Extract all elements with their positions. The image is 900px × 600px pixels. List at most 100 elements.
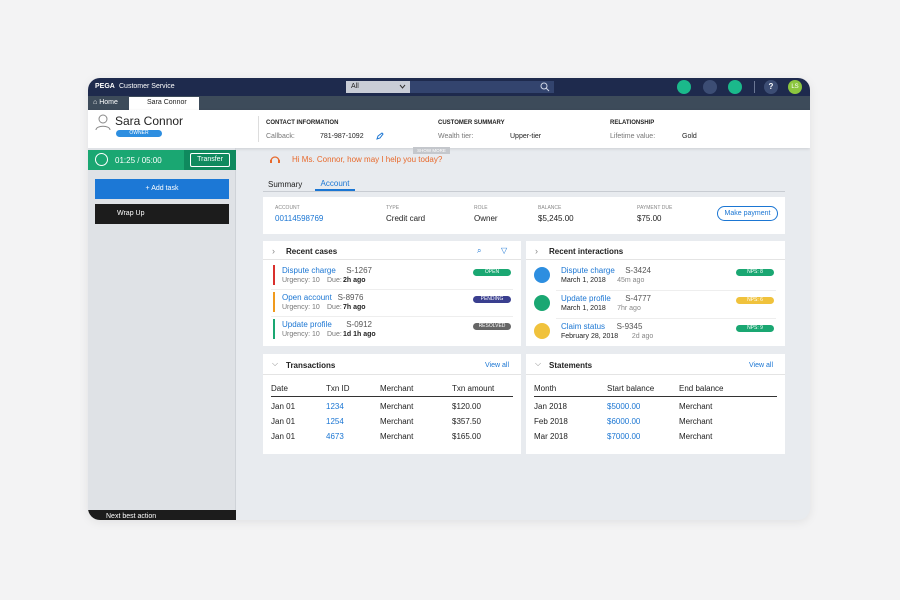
interaction-date: February 28, 2018 xyxy=(561,333,619,340)
due-value: 1d 1h ago xyxy=(343,331,376,338)
next-best-action[interactable]: Next best action xyxy=(88,510,236,520)
status-pill: OPEN xyxy=(473,269,511,276)
call-bar xyxy=(88,150,184,170)
cell: $165.00 xyxy=(452,432,481,441)
edit-icon[interactable] xyxy=(376,132,384,140)
case-urgency: Urgency: 10 xyxy=(282,304,320,311)
add-task-button[interactable]: + Add task xyxy=(95,179,229,199)
subtab[interactable]: Summary xyxy=(268,180,303,189)
due-value: 7h ago xyxy=(343,304,366,311)
transactions-card: ⌵ Transactions View all Date Txn ID Merchant T… xyxy=(263,354,521,454)
brand: PEGA xyxy=(95,83,115,90)
due-label: Due: xyxy=(327,331,342,338)
due-label: Due: xyxy=(327,304,342,311)
header xyxy=(88,110,810,148)
case-accent xyxy=(273,319,275,339)
tab-home[interactable]: ⌂ Home xyxy=(93,99,118,106)
icon-apps[interactable] xyxy=(677,80,691,94)
show-more[interactable]: SHOW MORE xyxy=(413,147,450,154)
column-header: Date xyxy=(271,384,288,393)
transfer-button[interactable]: Transfer xyxy=(190,153,230,167)
cell[interactable]: 1254 xyxy=(326,417,344,426)
section-title: CUSTOMER SUMMARY xyxy=(438,120,505,126)
subtab-active[interactable]: Account xyxy=(315,179,355,191)
case-name[interactable]: Update profile xyxy=(282,320,332,329)
field-label: ROLE xyxy=(474,205,488,211)
cell: Merchant xyxy=(679,402,713,411)
account-card: ACCOUNT 00114598769 TYPE Credit card ROLE Own… xyxy=(263,197,785,234)
case-name[interactable]: Open account xyxy=(282,293,332,302)
cell[interactable]: $6000.00 xyxy=(607,417,641,426)
field-label: TYPE xyxy=(386,205,400,211)
case-accent xyxy=(273,265,275,285)
icon-phone[interactable] xyxy=(728,80,742,94)
button-label: Add task xyxy=(151,185,179,192)
status-pill: PENDING xyxy=(473,296,511,303)
case-name[interactable]: Dispute charge xyxy=(282,266,336,275)
view-all[interactable]: View all xyxy=(749,362,773,369)
search-scope[interactable]: All xyxy=(346,81,410,93)
cell[interactable]: 1234 xyxy=(326,402,344,411)
cell[interactable]: $5000.00 xyxy=(607,402,641,411)
cell: Feb 2018 xyxy=(534,417,568,426)
row-line xyxy=(271,316,513,317)
cell: Merchant xyxy=(380,402,414,411)
field-value: $5,245.00 xyxy=(538,214,574,223)
due-value: 2h ago xyxy=(343,277,366,284)
nps-pill: NPS: 8 xyxy=(736,269,774,276)
search-icon[interactable]: ⌕ xyxy=(477,246,482,255)
wrap-up-button[interactable]: Wrap Up xyxy=(95,204,229,224)
case-id: S-8976 xyxy=(337,293,364,302)
cell: Merchant xyxy=(679,417,713,426)
search-field[interactable] xyxy=(410,81,554,93)
field-value[interactable]: 00114598769 xyxy=(275,214,324,223)
cell[interactable]: 4673 xyxy=(326,432,344,441)
cell: Jan 01 xyxy=(271,402,296,411)
column-header: Start balance xyxy=(607,384,655,393)
nps-pill: NPS: 6 xyxy=(736,297,774,304)
filter-icon[interactable]: ▽ xyxy=(501,246,508,255)
cell: Jan 01 xyxy=(271,417,296,426)
interactions-card: › Recent interactions Dispute charge S-3424… xyxy=(526,241,785,346)
search-icon[interactable] xyxy=(540,82,550,92)
chevron: ⌵ xyxy=(535,359,542,368)
interaction-name[interactable]: Dispute charge xyxy=(561,266,615,275)
nps-pill: NPS: 9 xyxy=(736,325,774,332)
section-title: RELATIONSHIP xyxy=(610,120,655,126)
header-line xyxy=(263,374,521,375)
badge: OWNER xyxy=(116,130,162,137)
view-all[interactable]: View all xyxy=(485,362,509,369)
column-header: Month xyxy=(534,384,557,393)
row-line xyxy=(271,289,513,290)
cell: $120.00 xyxy=(452,402,481,411)
cell: Mar 2018 xyxy=(534,432,568,441)
icon-chat[interactable] xyxy=(703,80,717,94)
app-name: Customer Service xyxy=(119,83,175,90)
help-icon[interactable]: ? xyxy=(764,80,778,94)
case-accent xyxy=(273,292,275,312)
card-title: Recent cases xyxy=(286,247,338,256)
field-value: 781-987-1092 xyxy=(320,133,364,140)
header-line xyxy=(526,259,785,260)
card-title: Recent interactions xyxy=(549,247,624,256)
interaction-name[interactable]: Update profile xyxy=(561,294,611,303)
interaction-name[interactable]: Claim status xyxy=(561,322,606,331)
tab-bar xyxy=(88,96,810,110)
section-title: CONTACT INFORMATION xyxy=(266,120,339,126)
tab-active[interactable]: Sara Connor xyxy=(129,97,199,110)
avatar[interactable]: LS xyxy=(788,80,802,94)
interaction-id: S-4777 xyxy=(625,294,651,303)
case-urgency: Urgency: 10 xyxy=(282,277,320,284)
header-line xyxy=(263,259,521,260)
chevron: ⌵ xyxy=(272,359,279,368)
make-payment-button[interactable]: Make payment xyxy=(717,206,778,221)
card-title: Statements xyxy=(549,361,593,370)
cell: Merchant xyxy=(380,417,414,426)
channel-icon xyxy=(534,267,550,283)
statements-card: ⌵ Statements View all Month Start balance End… xyxy=(526,354,785,454)
cell[interactable]: $7000.00 xyxy=(607,432,641,441)
chevron xyxy=(399,84,406,89)
due-label: Due: xyxy=(327,277,342,284)
subtab-line xyxy=(263,191,785,192)
